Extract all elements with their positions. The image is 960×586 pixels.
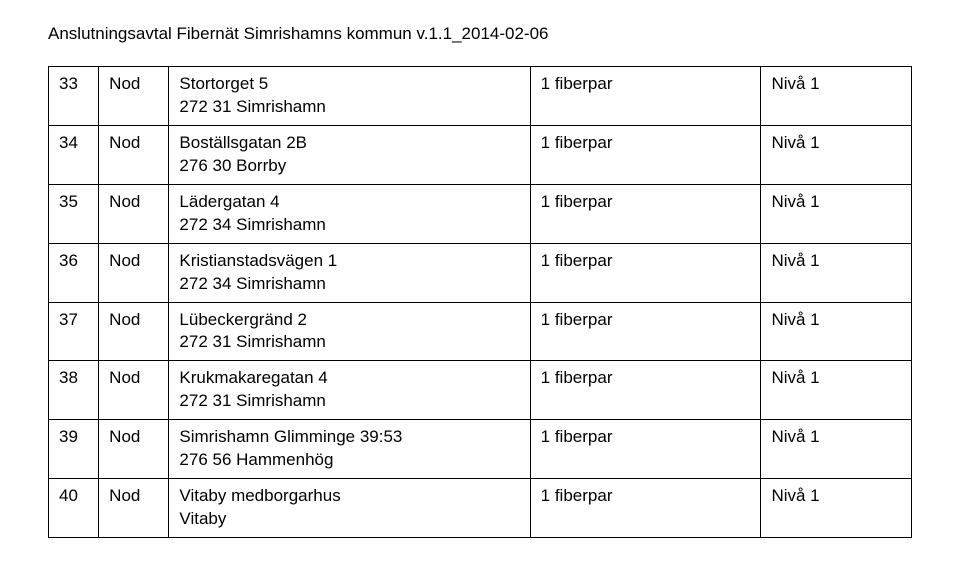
address-line2: 272 31 Simrishamn (179, 96, 521, 119)
cell-address: Stortorget 5272 31 Simrishamn (169, 67, 530, 126)
cell-level: Nivå 1 (761, 67, 912, 126)
cell-fiber: 1 fiberpar (530, 243, 761, 302)
table-row: 35NodLädergatan 4272 34 Simrishamn1 fibe… (49, 184, 912, 243)
address-line1: Boställsgatan 2B (179, 132, 521, 155)
cell-type: Nod (99, 420, 169, 479)
cell-level: Nivå 1 (761, 125, 912, 184)
cell-num: 35 (49, 184, 99, 243)
table-row: 33NodStortorget 5272 31 Simrishamn1 fibe… (49, 67, 912, 126)
table-row: 37NodLübeckergränd 2272 31 Simrishamn1 f… (49, 302, 912, 361)
address-line2: 272 34 Simrishamn (179, 214, 521, 237)
address-line1: Vitaby medborgarhus (179, 485, 521, 508)
cell-address: Krukmakaregatan 4272 31 Simrishamn (169, 361, 530, 420)
cell-fiber: 1 fiberpar (530, 420, 761, 479)
cell-address: Simrishamn Glimminge 39:53276 56 Hammenh… (169, 420, 530, 479)
cell-num: 37 (49, 302, 99, 361)
fiber-table: 33NodStortorget 5272 31 Simrishamn1 fibe… (48, 66, 912, 538)
cell-type: Nod (99, 67, 169, 126)
address-line1: Lübeckergränd 2 (179, 309, 521, 332)
cell-num: 34 (49, 125, 99, 184)
cell-level: Nivå 1 (761, 243, 912, 302)
address-line2: 272 34 Simrishamn (179, 273, 521, 296)
cell-address: Lädergatan 4272 34 Simrishamn (169, 184, 530, 243)
cell-num: 38 (49, 361, 99, 420)
page-header: Anslutningsavtal Fibernät Simrishamns ko… (48, 24, 912, 44)
cell-address: Kristianstadsvägen 1272 34 Simrishamn (169, 243, 530, 302)
cell-num: 36 (49, 243, 99, 302)
cell-level: Nivå 1 (761, 420, 912, 479)
cell-address: Lübeckergränd 2272 31 Simrishamn (169, 302, 530, 361)
cell-num: 33 (49, 67, 99, 126)
address-line1: Krukmakaregatan 4 (179, 367, 521, 390)
cell-fiber: 1 fiberpar (530, 67, 761, 126)
cell-fiber: 1 fiberpar (530, 302, 761, 361)
cell-fiber: 1 fiberpar (530, 479, 761, 538)
document-page: Anslutningsavtal Fibernät Simrishamns ko… (0, 0, 960, 562)
cell-address: Boställsgatan 2B276 30 Borrby (169, 125, 530, 184)
table-row: 38NodKrukmakaregatan 4272 31 Simrishamn1… (49, 361, 912, 420)
cell-num: 39 (49, 420, 99, 479)
address-line2: 276 56 Hammenhög (179, 449, 521, 472)
address-line1: Kristianstadsvägen 1 (179, 250, 521, 273)
address-line1: Simrishamn Glimminge 39:53 (179, 426, 521, 449)
cell-type: Nod (99, 184, 169, 243)
cell-type: Nod (99, 243, 169, 302)
cell-type: Nod (99, 479, 169, 538)
address-line2: 272 31 Simrishamn (179, 390, 521, 413)
cell-address: Vitaby medborgarhusVitaby (169, 479, 530, 538)
address-line2: 276 30 Borrby (179, 155, 521, 178)
cell-fiber: 1 fiberpar (530, 361, 761, 420)
table-row: 36NodKristianstadsvägen 1272 34 Simrisha… (49, 243, 912, 302)
cell-level: Nivå 1 (761, 361, 912, 420)
address-line1: Stortorget 5 (179, 73, 521, 96)
cell-type: Nod (99, 125, 169, 184)
cell-type: Nod (99, 361, 169, 420)
address-line2: Vitaby (179, 508, 521, 531)
cell-fiber: 1 fiberpar (530, 125, 761, 184)
address-line2: 272 31 Simrishamn (179, 331, 521, 354)
address-line1: Lädergatan 4 (179, 191, 521, 214)
cell-num: 40 (49, 479, 99, 538)
cell-type: Nod (99, 302, 169, 361)
cell-level: Nivå 1 (761, 302, 912, 361)
cell-fiber: 1 fiberpar (530, 184, 761, 243)
table-row: 40NodVitaby medborgarhusVitaby1 fiberpar… (49, 479, 912, 538)
table-row: 39NodSimrishamn Glimminge 39:53276 56 Ha… (49, 420, 912, 479)
cell-level: Nivå 1 (761, 479, 912, 538)
cell-level: Nivå 1 (761, 184, 912, 243)
table-row: 34NodBoställsgatan 2B276 30 Borrby1 fibe… (49, 125, 912, 184)
